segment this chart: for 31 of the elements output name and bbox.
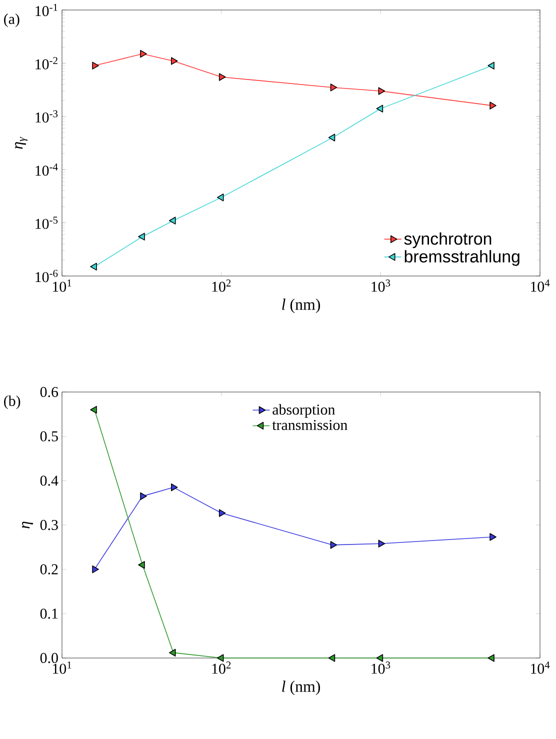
y-tick-label: 10$^{-5}$ bbox=[36, 216, 58, 229]
x-tick-label: 10$^{2}$ bbox=[212, 662, 231, 674]
y-tick-label: 10$^{-3}$ bbox=[36, 110, 58, 123]
x-axis-title: l (nm) bbox=[282, 298, 320, 314]
y-tick-label: 0.6 bbox=[40, 386, 58, 398]
text: (b) bbox=[4, 396, 20, 410]
y-axis-title: η bbox=[22, 522, 33, 528]
y-tick-label: 0.5 bbox=[40, 431, 58, 442]
x-tick-label: 10$^{1}$ bbox=[52, 280, 72, 292]
y-tick-label: 0.1 bbox=[40, 608, 58, 619]
y-tick-label: 10$^{-1}$ bbox=[36, 4, 58, 16]
y-tick-label: 0.2 bbox=[40, 564, 58, 574]
y-tick-label: 10$^{-6}$ bbox=[36, 270, 58, 282]
x-tick-label: 10$^{4}$ bbox=[530, 280, 550, 292]
y-axis-title: η$_{γ}$ bbox=[15, 136, 28, 149]
x-tick-label: 10$^{3}$ bbox=[372, 280, 390, 292]
x-tick-label: 10$^{3}$ bbox=[372, 662, 390, 674]
y-tick-label: 0.3 bbox=[40, 520, 58, 530]
y-tick-label: 10$^{-2}$ bbox=[36, 57, 58, 70]
text: (a) bbox=[4, 14, 20, 28]
y-tick-label: 10$^{-4}$ bbox=[36, 164, 58, 176]
legend-label: absorption bbox=[272, 404, 335, 418]
y-tick-label: 0.4 bbox=[40, 476, 58, 486]
y-tick-label: 0.0 bbox=[40, 652, 58, 664]
x-tick-label: 10$^{2}$ bbox=[212, 280, 231, 292]
x-tick-label: 10$^{1}$ bbox=[52, 662, 72, 674]
legend-label: synchrotron bbox=[404, 232, 492, 248]
legend-label: bremsstrahlung bbox=[404, 250, 520, 266]
x-axis-title: l (nm) bbox=[282, 680, 320, 696]
x-tick-label: 10$^{4}$ bbox=[530, 662, 550, 674]
legend-label: transmission bbox=[272, 420, 348, 430]
